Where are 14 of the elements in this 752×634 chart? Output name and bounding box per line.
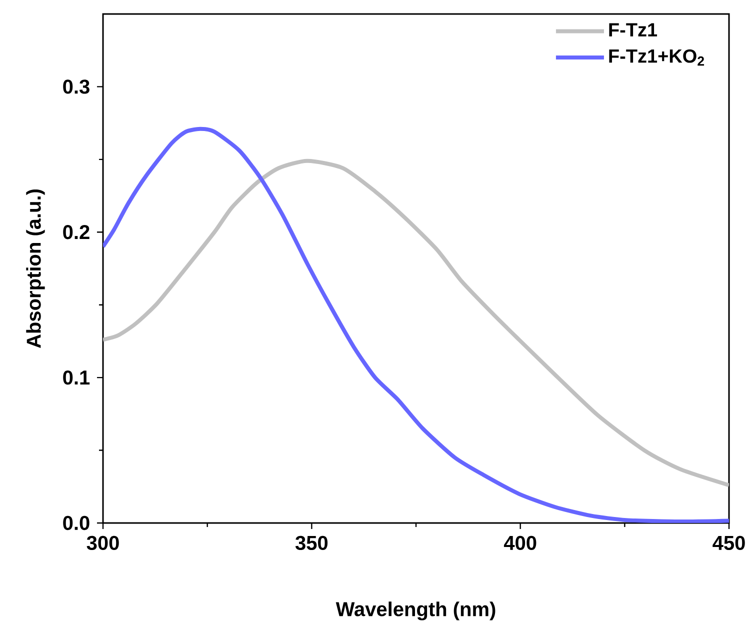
x-tick-label: 450 <box>712 536 745 550</box>
legend-label: F-Tz1 <box>609 23 658 36</box>
x-tick-label: 350 <box>295 536 328 550</box>
legend-label: F-Tz1+KO$_{2}$ <box>609 49 704 66</box>
line-series <box>103 126 730 523</box>
x-tick-label: 300 <box>86 536 119 550</box>
line-series <box>103 158 730 488</box>
y-tick-label: 0.1 <box>63 370 90 385</box>
x-tick-label: 400 <box>504 536 536 550</box>
y-axis-title: Absorption (a.u.) <box>26 189 45 348</box>
y-tick-label: 0.3 <box>63 80 90 94</box>
y-tick-label: 0.2 <box>63 225 90 240</box>
x-axis-title: Wavelength (nm) <box>336 602 496 620</box>
y-tick-label: 0.0 <box>63 516 90 530</box>
